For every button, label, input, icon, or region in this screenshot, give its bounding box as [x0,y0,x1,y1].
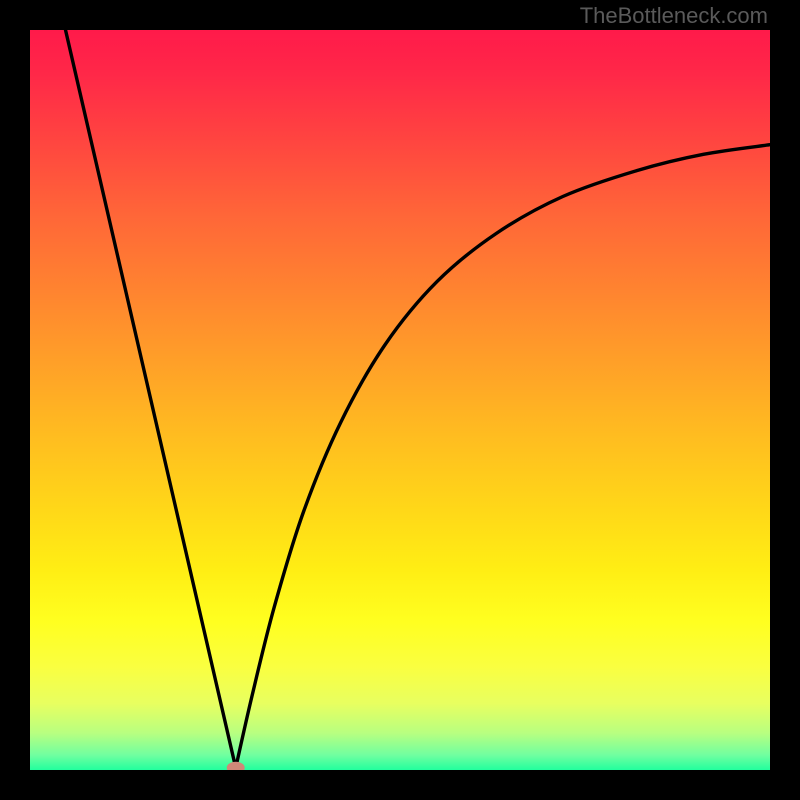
plot-area [30,30,770,770]
curve-layer [30,30,770,770]
watermark-text: TheBottleneck.com [580,3,768,29]
chart-container: TheBottleneck.com [0,0,800,800]
optimum-marker [227,762,245,770]
bottleneck-curve [66,30,770,768]
